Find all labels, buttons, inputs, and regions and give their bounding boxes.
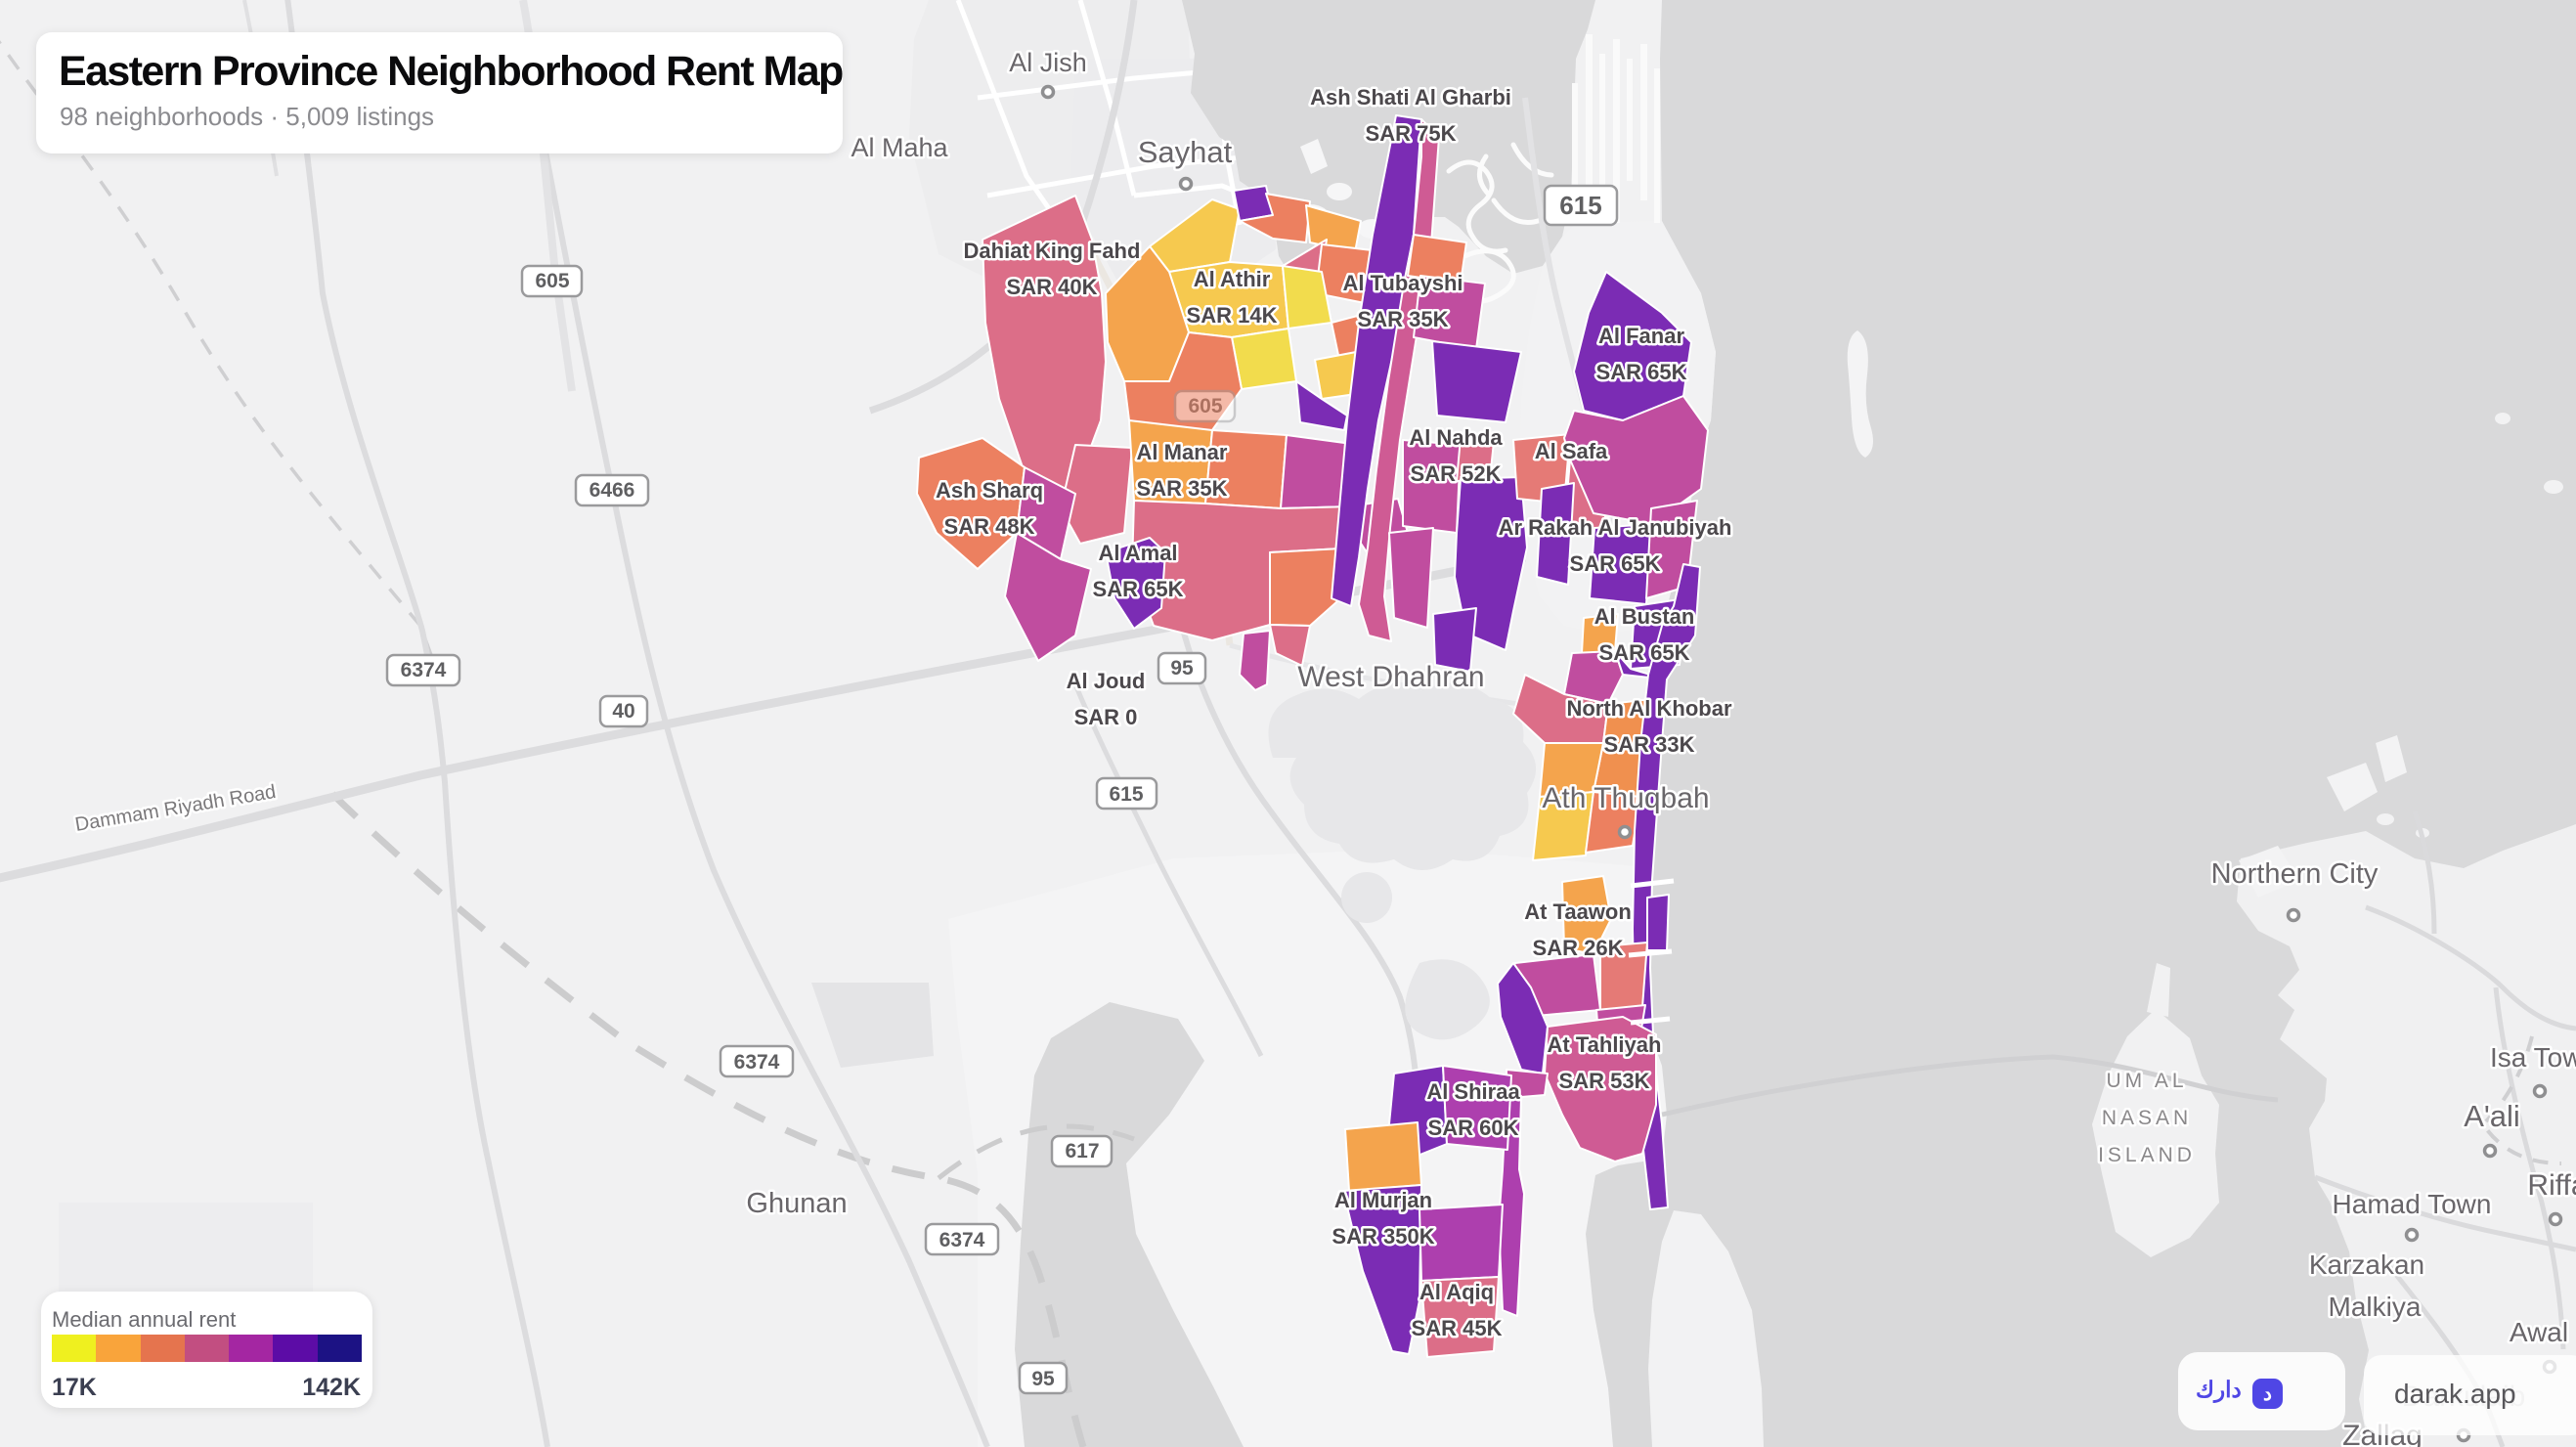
svg-text:SAR 65K: SAR 65K <box>1093 577 1184 601</box>
svg-text:SAR 75K: SAR 75K <box>1366 121 1457 146</box>
svg-text:SAR 45K: SAR 45K <box>1412 1316 1503 1340</box>
svg-text:SAR 48K: SAR 48K <box>944 514 1035 539</box>
svg-text:Al Fanar: Al Fanar <box>1598 324 1684 348</box>
svg-text:Ash Sharq: Ash Sharq <box>936 478 1043 503</box>
svg-text:Malkiya: Malkiya <box>2329 1292 2422 1322</box>
svg-text:SAR 60K: SAR 60K <box>1428 1116 1519 1140</box>
svg-text:SAR 65K: SAR 65K <box>1570 551 1661 576</box>
svg-text:SAR 33K: SAR 33K <box>1604 732 1695 757</box>
svg-text:SAR 350K: SAR 350K <box>1332 1224 1434 1249</box>
svg-text:6374: 6374 <box>734 1051 780 1074</box>
svg-text:At Tahliyah: At Tahliyah <box>1548 1032 1662 1057</box>
svg-text:Al Bustan: Al Bustan <box>1594 604 1695 629</box>
svg-text:SAR 35K: SAR 35K <box>1358 307 1449 331</box>
svg-text:Northern City: Northern City <box>2211 858 2379 890</box>
svg-text:SAR 0: SAR 0 <box>1074 705 1138 729</box>
svg-text:615: 615 <box>1109 783 1143 806</box>
svg-text:Ghunan: Ghunan <box>746 1188 847 1219</box>
svg-text:West Dhahran: West Dhahran <box>1297 661 1484 693</box>
svg-text:SAR 65K: SAR 65K <box>1596 360 1687 384</box>
svg-text:Riffa: Riffa <box>2527 1169 2576 1202</box>
svg-text:Hamad Town: Hamad Town <box>2333 1189 2492 1219</box>
svg-text:Al Nahda: Al Nahda <box>1409 425 1503 450</box>
svg-text:Al Amal: Al Amal <box>1098 541 1177 565</box>
svg-text:Al Aqiq: Al Aqiq <box>1419 1280 1494 1304</box>
svg-text:Al Joud: Al Joud <box>1067 669 1146 693</box>
svg-text:Ath Thuqbah: Ath Thuqbah <box>1542 782 1709 814</box>
svg-text:40: 40 <box>612 700 634 723</box>
svg-text:NASAN: NASAN <box>2102 1107 2192 1129</box>
svg-text:Isa Town: Isa Town <box>2490 1042 2576 1073</box>
svg-text:North Al Khobar: North Al Khobar <box>1566 696 1731 721</box>
svg-text:Al Murjan: Al Murjan <box>1334 1188 1432 1212</box>
svg-text:UM AL: UM AL <box>2106 1070 2187 1092</box>
svg-text:Sayhat: Sayhat <box>1138 135 1233 169</box>
svg-text:Al Tubayshi: Al Tubayshi <box>1342 271 1463 295</box>
svg-text:95: 95 <box>1031 1368 1055 1390</box>
svg-text:Awal: Awal <box>2510 1317 2568 1347</box>
svg-text:6374: 6374 <box>401 659 447 681</box>
svg-text:At Taawon: At Taawon <box>1524 899 1632 924</box>
svg-text:Ar Rakah Al Janubiyah: Ar Rakah Al Janubiyah <box>1499 515 1732 540</box>
svg-text:ISLAND: ISLAND <box>2098 1144 2196 1166</box>
svg-text:SAR 26K: SAR 26K <box>1533 936 1624 960</box>
svg-text:Al Jish: Al Jish <box>1009 48 1087 77</box>
svg-text:605: 605 <box>535 270 569 292</box>
svg-text:SAR 35K: SAR 35K <box>1137 476 1228 501</box>
svg-text:605: 605 <box>1188 395 1222 417</box>
svg-text:SAR 14K: SAR 14K <box>1187 303 1278 328</box>
svg-text:Dahiat King Fahd: Dahiat King Fahd <box>964 239 1141 263</box>
svg-text:615: 615 <box>1559 191 1601 220</box>
svg-text:Al Safa: Al Safa <box>1535 439 1608 463</box>
svg-text:Al Shiraa: Al Shiraa <box>1426 1079 1520 1104</box>
svg-text:Al Manar: Al Manar <box>1137 440 1228 464</box>
svg-text:617: 617 <box>1065 1140 1099 1162</box>
svg-text:95: 95 <box>1170 657 1194 680</box>
svg-text:SAR 40K: SAR 40K <box>1007 275 1098 299</box>
svg-text:Al Maha: Al Maha <box>851 133 948 162</box>
svg-text:SAR 52K: SAR 52K <box>1411 461 1502 486</box>
svg-text:6466: 6466 <box>589 479 635 502</box>
svg-text:Karzakan: Karzakan <box>2309 1250 2424 1280</box>
svg-text:SAR 65K: SAR 65K <box>1599 640 1690 665</box>
svg-text:Al Athir: Al Athir <box>1194 267 1271 291</box>
svg-text:6374: 6374 <box>939 1229 985 1251</box>
svg-text:Ash Shati Al Gharbi: Ash Shati Al Gharbi <box>1310 85 1511 110</box>
svg-text:A'ali: A'ali <box>2464 1099 2520 1133</box>
svg-text:SAR 53K: SAR 53K <box>1559 1069 1650 1093</box>
